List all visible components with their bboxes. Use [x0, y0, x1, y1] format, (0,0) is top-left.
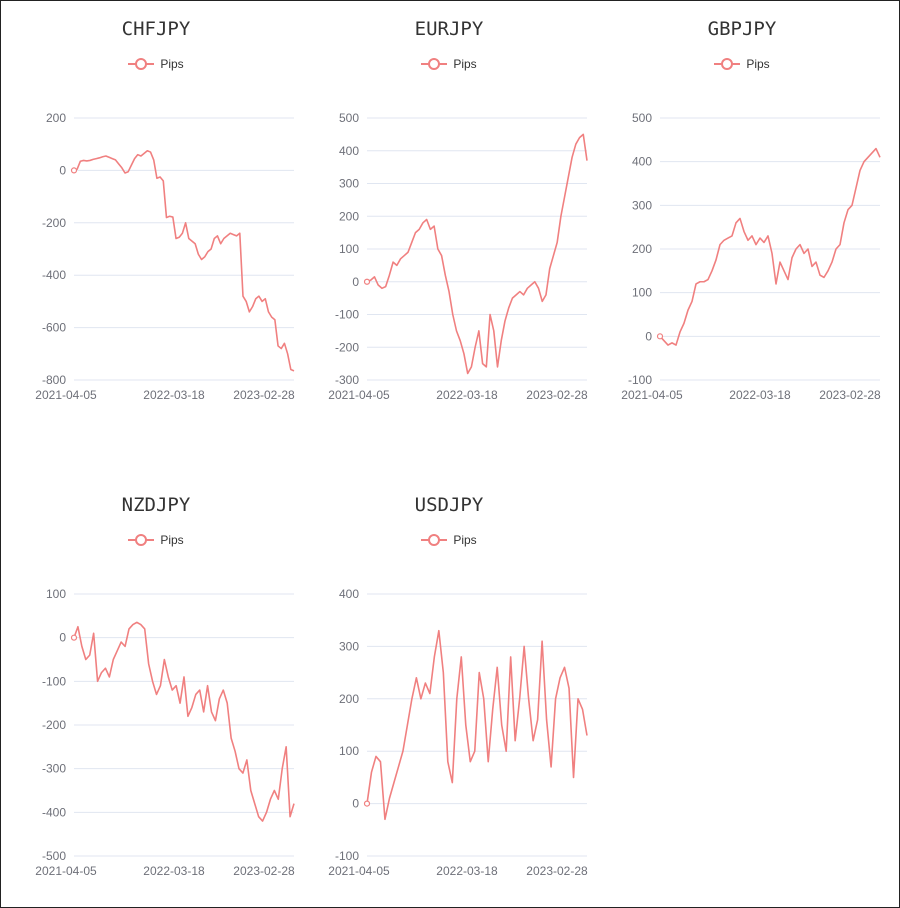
legend-label: Pips	[160, 533, 184, 547]
x-tick-label: 2023-02-28	[233, 864, 295, 878]
y-tick-label: -100	[335, 849, 359, 863]
x-tick-label: 2022-03-18	[143, 864, 205, 878]
chart-panel-usdjpy: USDJPY Pips 400 300 200 100 0 -100 2021-04-05 2…	[303, 476, 595, 896]
y-tick-label: 300	[339, 639, 359, 653]
y-tick-label: 300	[632, 198, 652, 212]
series-line	[73, 621, 295, 822]
y-tick-label: -200	[42, 718, 66, 732]
legend-line-circle-icon	[128, 534, 155, 546]
legend-label: Pips	[160, 57, 184, 71]
x-tick-label: 2022-03-18	[143, 388, 205, 402]
x-tick-label: 2021-04-05	[35, 864, 97, 878]
legend-label: Pips	[746, 57, 770, 71]
y-tick-label: 0	[59, 163, 66, 177]
series-line	[366, 629, 588, 821]
chart-title: GBPJPY	[707, 18, 777, 40]
legend-line-circle-icon	[421, 58, 448, 70]
y-tick-label: 200	[339, 692, 359, 706]
series-start-marker	[363, 800, 371, 807]
chart-title: NZDJPY	[121, 494, 191, 516]
legend[interactable]: Pips	[596, 57, 888, 71]
legend[interactable]: Pips	[303, 533, 595, 547]
y-tick-label: -200	[335, 340, 359, 354]
legend-line-circle-icon	[714, 58, 741, 70]
y-tick-label: -800	[42, 373, 66, 387]
y-tick-label: -100	[628, 373, 652, 387]
y-tick-label: 200	[632, 242, 652, 256]
y-tick-label: 200	[46, 111, 66, 125]
series-line	[73, 149, 295, 372]
y-tick-label: -200	[42, 216, 66, 230]
y-tick-label: 200	[339, 209, 359, 223]
x-tick-label: 2022-03-18	[436, 388, 498, 402]
x-tick-label: 2023-02-28	[819, 388, 881, 402]
y-tick-label: -300	[42, 762, 66, 776]
y-tick-label: -400	[42, 805, 66, 819]
legend-line-circle-icon	[421, 534, 448, 546]
series-start-marker	[363, 278, 371, 285]
x-tick-label: 2022-03-18	[729, 388, 791, 402]
series-start-marker	[70, 634, 78, 641]
series-line	[659, 147, 881, 346]
y-tick-label: 100	[46, 587, 66, 601]
y-tick-label: 100	[632, 286, 652, 300]
y-tick-label: 100	[339, 744, 359, 758]
chart-title: USDJPY	[414, 494, 484, 516]
legend[interactable]: Pips	[10, 57, 302, 71]
y-tick-label: 0	[352, 797, 359, 811]
y-tick-label: 400	[339, 587, 359, 601]
y-tick-label: 0	[352, 275, 359, 289]
y-tick-label: 0	[59, 631, 66, 645]
chart-panel-chfjpy: CHFJPY Pips 200 0 -200 -400 -600 -800 2021-04-…	[10, 0, 302, 420]
chart-panel-gbpjpy: GBPJPY Pips 500 400 300 200 100 0 -100 2021-04-…	[596, 0, 888, 420]
y-tick-label: -300	[335, 373, 359, 387]
y-tick-label: -100	[335, 308, 359, 322]
y-tick-label: 0	[645, 329, 652, 343]
chart-title: EURJPY	[414, 18, 484, 40]
x-tick-label: 2021-04-05	[328, 864, 390, 878]
chart-panel-eurjpy: EURJPY Pips 500 400 300 200 100 0 -100 -200 -300…	[303, 0, 595, 420]
y-tick-label: 400	[339, 144, 359, 158]
x-tick-label: 2023-02-28	[526, 388, 588, 402]
y-tick-label: 300	[339, 177, 359, 191]
y-tick-label: -100	[42, 674, 66, 688]
legend-label: Pips	[453, 533, 477, 547]
x-tick-label: 2023-02-28	[526, 864, 588, 878]
x-tick-label: 2022-03-18	[436, 864, 498, 878]
y-tick-label: -400	[42, 268, 66, 282]
x-tick-label: 2021-04-05	[35, 388, 97, 402]
series-start-marker	[656, 333, 664, 340]
x-tick-label: 2023-02-28	[233, 388, 295, 402]
legend[interactable]: Pips	[10, 533, 302, 547]
x-tick-label: 2021-04-05	[328, 388, 390, 402]
x-tick-label: 2021-04-05	[621, 388, 683, 402]
series-start-marker	[70, 167, 78, 174]
y-tick-label: 100	[339, 242, 359, 256]
y-tick-label: 500	[632, 111, 652, 125]
legend-line-circle-icon	[128, 58, 155, 70]
chart-panel-nzdjpy: NZDJPY Pips 100 0 -100 -200 -300 -400 -500 2021…	[10, 476, 302, 896]
legend[interactable]: Pips	[303, 57, 595, 71]
y-tick-label: -500	[42, 849, 66, 863]
series-line	[366, 133, 588, 375]
legend-label: Pips	[453, 57, 477, 71]
y-tick-label: 500	[339, 111, 359, 125]
chart-title: CHFJPY	[121, 18, 191, 40]
y-tick-label: 400	[632, 155, 652, 169]
y-tick-label: -600	[42, 321, 66, 335]
